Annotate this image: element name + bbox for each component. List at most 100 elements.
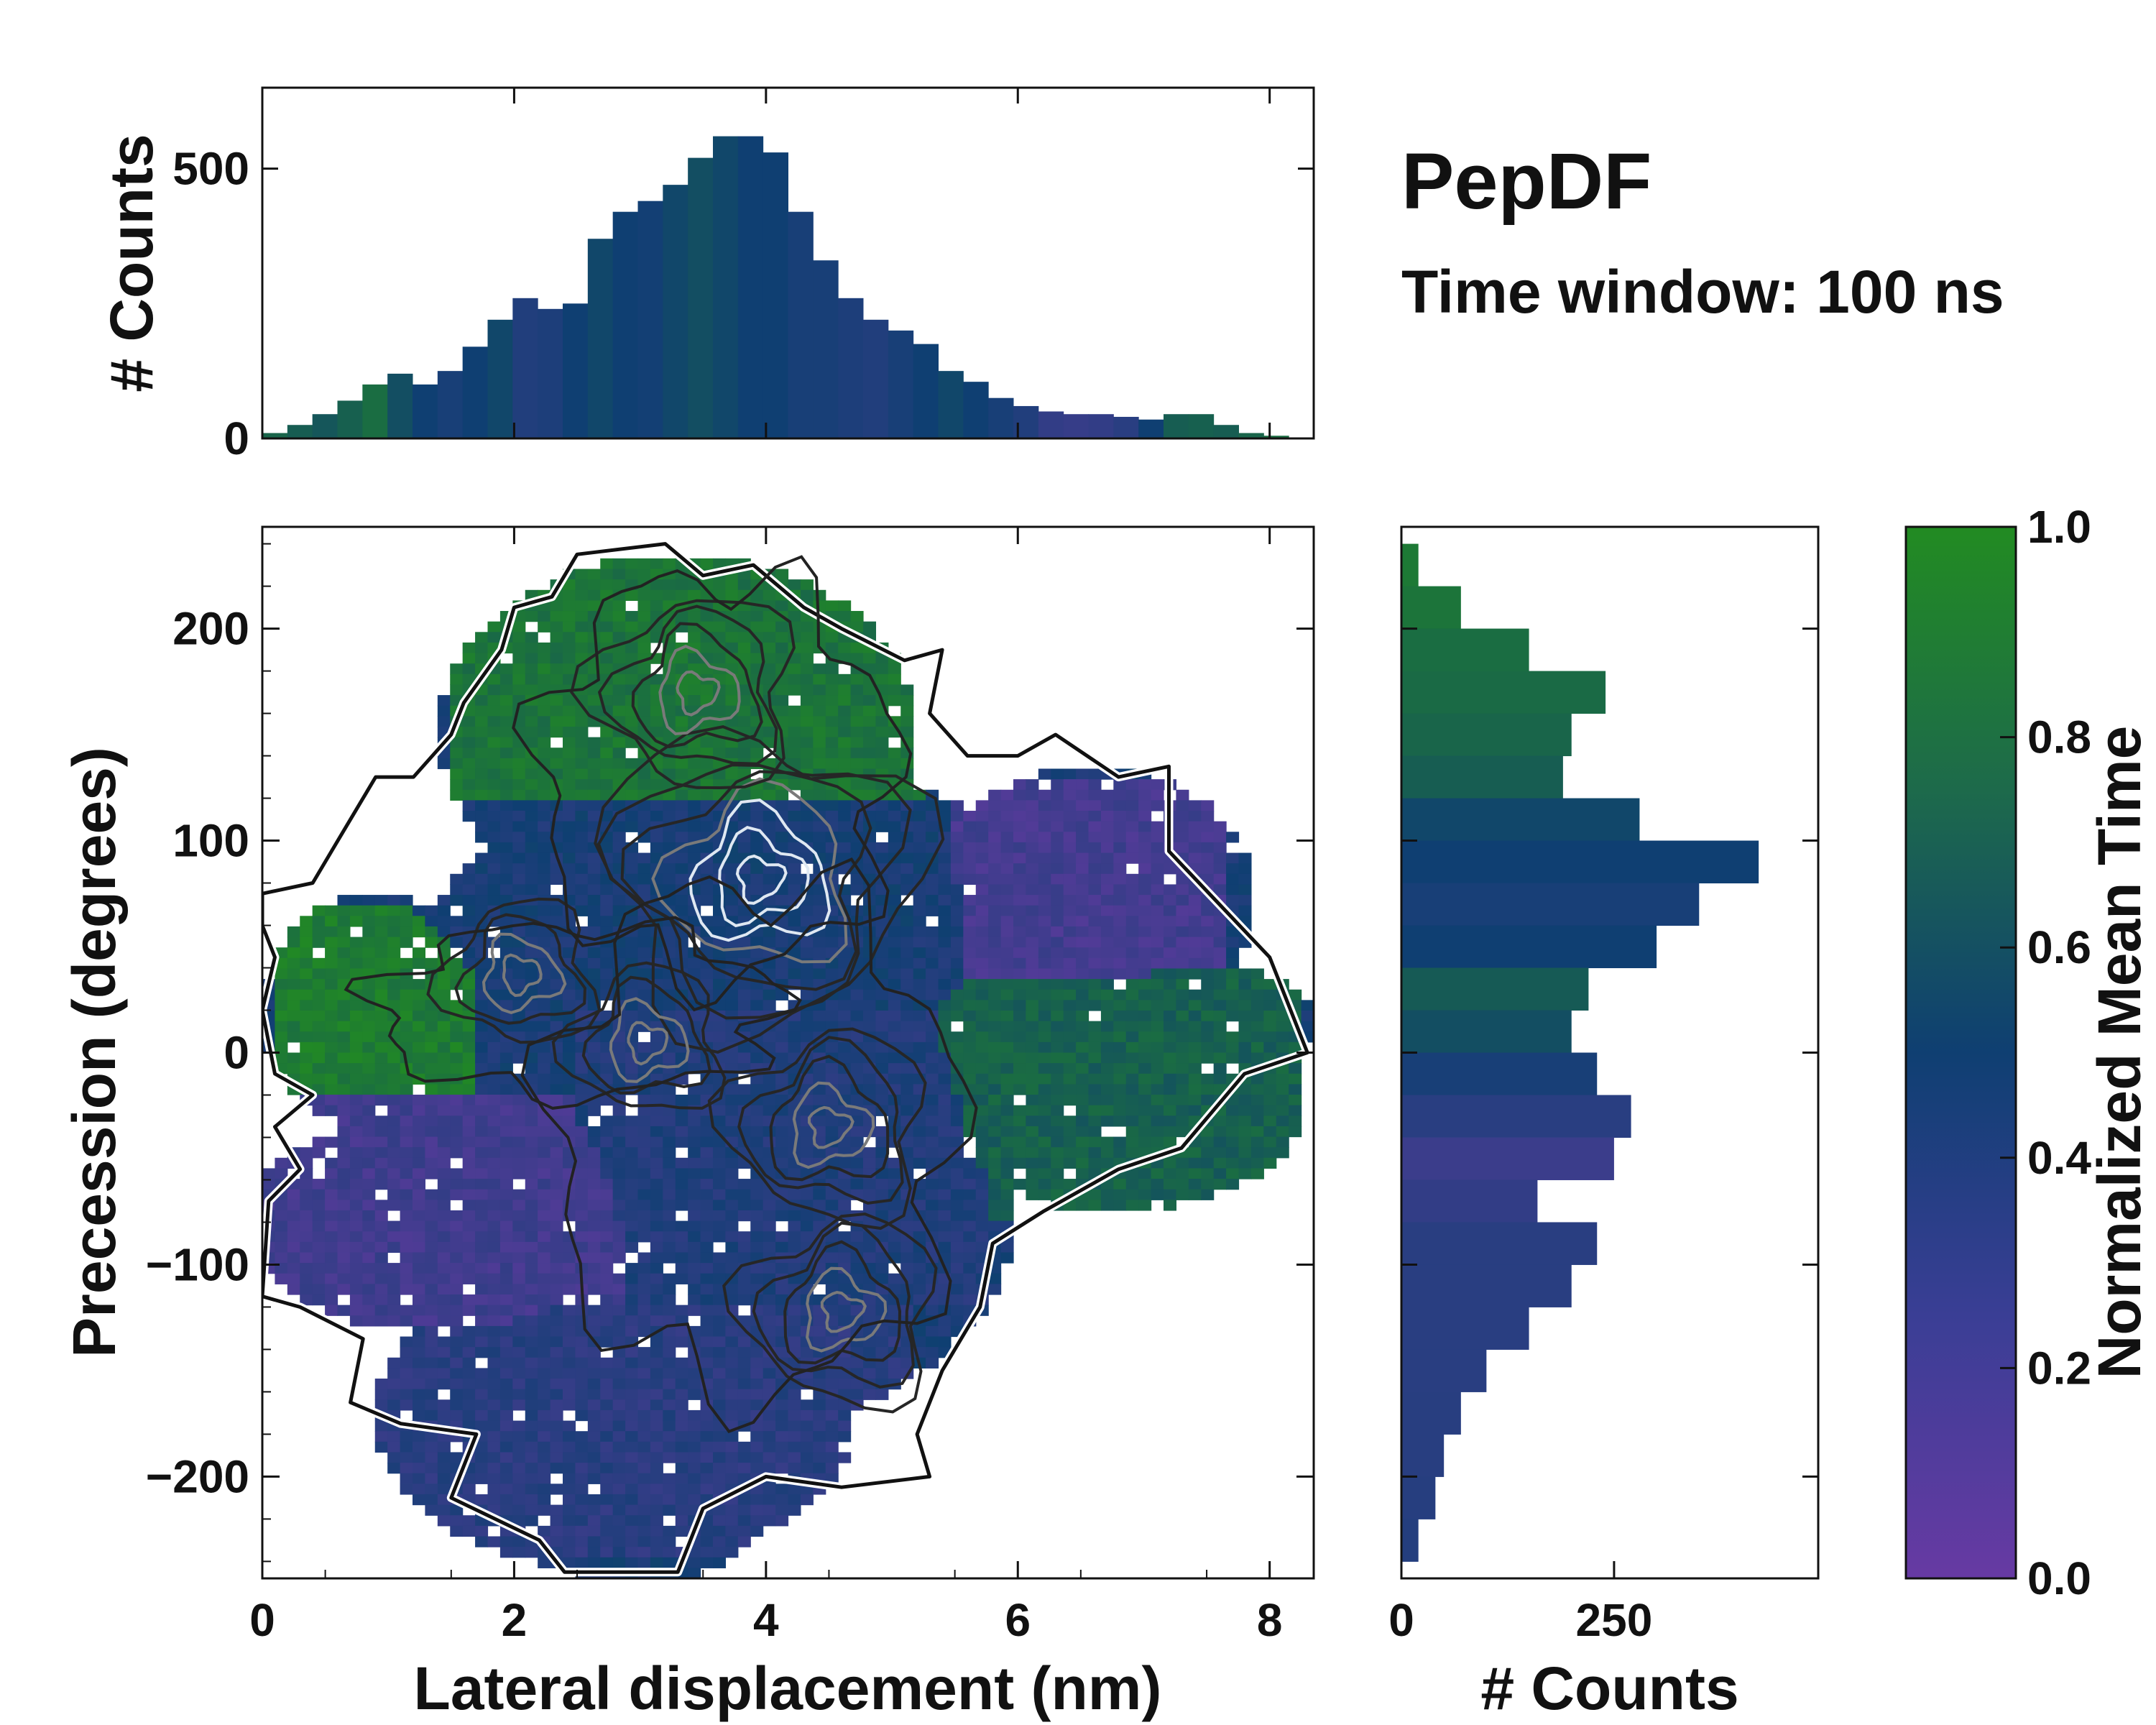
- heatmap-cell: [325, 905, 338, 916]
- heatmap-cell: [612, 1136, 626, 1148]
- heatmap-cell: [1125, 873, 1139, 886]
- heatmap-cell: [1201, 1084, 1215, 1095]
- heatmap-cell: [650, 842, 663, 854]
- heatmap-cell: [800, 695, 814, 707]
- heatmap-cell: [763, 1325, 776, 1338]
- heatmap-cell: [675, 1368, 688, 1379]
- heatmap-cell: [425, 1379, 438, 1390]
- heatmap-cell: [1063, 811, 1077, 822]
- heatmap-cell: [800, 726, 814, 738]
- heatmap-cell: [700, 1200, 714, 1211]
- heatmap-cell: [425, 1168, 438, 1179]
- heatmap-cell: [775, 968, 789, 980]
- heatmap-cell: [1038, 1147, 1051, 1159]
- heatmap-cell: [475, 863, 489, 875]
- heatmap-cell: [487, 737, 501, 748]
- heatmap-cell: [1151, 1105, 1164, 1116]
- heatmap-cell: [612, 1347, 626, 1358]
- heatmap-cell: [563, 611, 576, 622]
- heatmap-cell: [475, 1210, 489, 1222]
- heatmap-cell: [400, 1231, 413, 1243]
- heatmap-cell: [763, 895, 776, 906]
- heatmap-cell: [437, 1116, 451, 1127]
- heatmap-cell: [926, 1126, 939, 1138]
- heatmap-cell: [1125, 884, 1139, 896]
- heatmap-cell: [775, 695, 789, 707]
- heatmap-cell: [400, 989, 413, 1000]
- heatmap-cell: [1138, 989, 1152, 1000]
- heatmap-cell: [525, 852, 538, 864]
- heatmap-cell: [587, 768, 601, 780]
- heatmap-cell: [750, 989, 764, 1000]
- heatmap-cell: [287, 1000, 300, 1011]
- heatmap-cell: [287, 968, 300, 980]
- heatmap-cell: [1088, 1200, 1102, 1211]
- heatmap-cell: [975, 1041, 989, 1054]
- heatmap-cell: [1138, 884, 1152, 896]
- heatmap-cell: [1138, 1136, 1152, 1148]
- heatmap-cell: [550, 1347, 563, 1358]
- heatmap-cell: [525, 1484, 538, 1495]
- heatmap-cell: [1063, 852, 1077, 864]
- heatmap-cell: [587, 1452, 601, 1463]
- heatmap-cell: [437, 695, 451, 707]
- heatmap-cell: [788, 1210, 801, 1222]
- heatmap-cell: [1038, 926, 1051, 938]
- heatmap-cell: [450, 1021, 464, 1032]
- heatmap-cell: [1238, 1000, 1252, 1011]
- heatmap-cell: [312, 937, 326, 948]
- heatmap-cell: [300, 1241, 313, 1254]
- heatmap-cell: [487, 1431, 501, 1443]
- heatmap-cell: [487, 1368, 501, 1379]
- heatmap-cell: [612, 705, 626, 717]
- heatmap-cell: [875, 1347, 889, 1358]
- heatmap-cell: [325, 1200, 338, 1211]
- heatmap-cell: [675, 1463, 688, 1474]
- heatmap-cell: [487, 1063, 501, 1075]
- heatmap-cell: [538, 1368, 551, 1379]
- heatmap-cell: [1188, 821, 1202, 832]
- heatmap-cell: [563, 1052, 576, 1064]
- top-histogram-bar: [612, 211, 638, 438]
- heatmap-cell: [863, 979, 877, 990]
- heatmap-cell: [487, 789, 501, 801]
- heatmap-cell: [700, 1136, 714, 1148]
- heatmap-cell: [487, 1409, 501, 1422]
- heatmap-cell: [563, 1473, 576, 1484]
- heatmap-cell: [950, 821, 964, 832]
- heatmap-cell: [825, 1420, 839, 1432]
- heatmap-cell: [863, 1041, 877, 1054]
- heatmap-cell: [1188, 989, 1202, 1000]
- heatmap-cell: [625, 758, 639, 770]
- heatmap-cell: [538, 663, 551, 675]
- heatmap-cell: [637, 1473, 651, 1484]
- heatmap-cell: [538, 1126, 551, 1138]
- heatmap-cell: [725, 621, 739, 632]
- heatmap-cell: [550, 1399, 563, 1411]
- heatmap-cell: [499, 937, 513, 948]
- heatmap-cell: [587, 1379, 601, 1390]
- heatmap-cell: [1151, 916, 1164, 927]
- heatmap-cell: [400, 1105, 413, 1116]
- heatmap-cell: [1151, 1063, 1164, 1075]
- heatmap-cell: [1226, 979, 1240, 990]
- heatmap-cell: [637, 1452, 651, 1463]
- heatmap-cell: [487, 1420, 501, 1432]
- heatmap-cell: [462, 737, 476, 748]
- heatmap-cell: [512, 653, 526, 664]
- heatmap-cell: [838, 748, 852, 759]
- heatmap-cell: [926, 1116, 939, 1127]
- heatmap-cell: [587, 1557, 601, 1568]
- heatmap-cell: [838, 758, 852, 770]
- heatmap-cell: [1013, 1073, 1027, 1085]
- heatmap-cell: [926, 884, 939, 896]
- heatmap-cell: [337, 1231, 351, 1243]
- heatmap-cell: [462, 716, 476, 727]
- heatmap-cell: [926, 1084, 939, 1095]
- heatmap-cell: [325, 1073, 338, 1085]
- heatmap-cell: [800, 1189, 814, 1200]
- heatmap-cell: [362, 926, 376, 938]
- heatmap-cell: [538, 1420, 551, 1432]
- heatmap-cell: [437, 1399, 451, 1411]
- heatmap-cell: [813, 821, 826, 832]
